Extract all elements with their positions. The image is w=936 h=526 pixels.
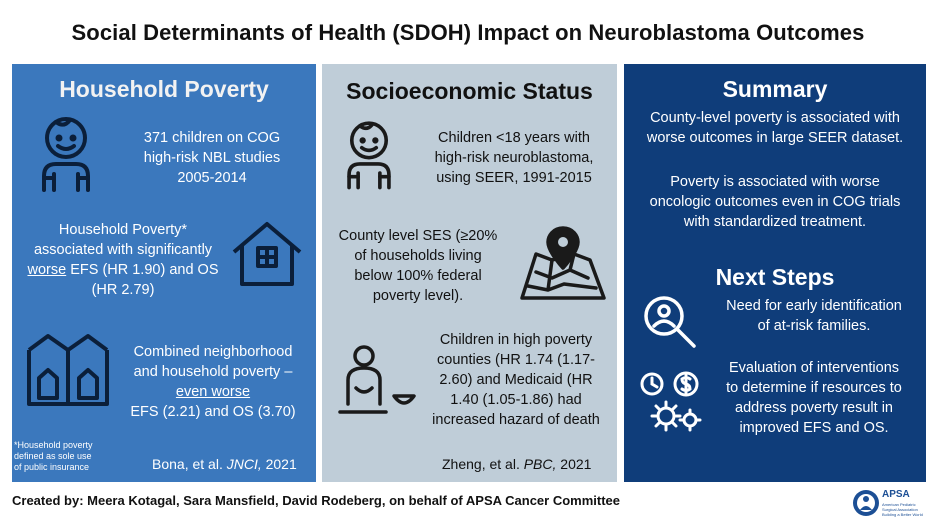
- summary-line: County-level poverty is associated with: [650, 110, 900, 126]
- ses-line: County level SES (≥20%: [338, 228, 498, 244]
- poverty-line: 2.60) and Medicaid (HR: [439, 372, 593, 388]
- next-step-2: Evaluation of interventions to determine…: [708, 358, 920, 438]
- citation-authors: Bona, et al.: [152, 456, 227, 472]
- household-poverty-panel: Household Poverty 371 children on COG hi…: [12, 64, 316, 482]
- logo-sub-line: Surgical Association: [882, 507, 918, 512]
- logo-tagline: Building a Better World: [882, 512, 923, 517]
- socioeconomic-status-panel: Socioeconomic Status Children <18 years …: [322, 64, 617, 482]
- child-icon: [340, 116, 398, 192]
- next-step-line: improved EFS and OS.: [739, 420, 889, 436]
- apsa-logo: APSA American Pediatric Surgical Associa…: [852, 486, 928, 522]
- footnote-line: *Household poverty: [14, 440, 93, 450]
- person-with-bowl-icon: [334, 344, 418, 416]
- next-step-line: address poverty result in: [735, 400, 893, 416]
- apsa-logo-icon: [852, 488, 880, 518]
- cohort-text: 371 children on COG high-risk NBL studie…: [114, 128, 310, 188]
- panel-heading: Socioeconomic Status: [346, 78, 593, 104]
- combined-line: EFS (2.21) and OS (3.70): [130, 404, 296, 420]
- citation-year: 2021: [556, 456, 592, 472]
- neighborhood-icon: [26, 332, 110, 408]
- panel-heading: Summary: [722, 76, 828, 102]
- poverty-line: counties (HR 1.74 (1.17-: [437, 352, 595, 368]
- combined-line: and household poverty –: [133, 364, 293, 380]
- finding-line: worse EFS (HR 1.90) and OS: [16, 260, 230, 280]
- seer-line: Children <18 years with: [438, 130, 590, 146]
- clock-dollar-gear-icon: [638, 370, 702, 436]
- footnote: *Household poverty defined as sole use o…: [14, 440, 124, 473]
- ses-line: poverty level).: [372, 288, 464, 304]
- citation-journal: JNCI,: [226, 456, 262, 472]
- finding-line: associated with significantly: [33, 242, 213, 258]
- summary-point-1: County-level poverty is associated with …: [628, 108, 922, 148]
- apsa-logo-name: APSA: [882, 489, 910, 500]
- summary-line: oncologic outcomes even in COG trials: [649, 194, 901, 210]
- citation: Bona, et al. JNCI, 2021: [152, 456, 297, 472]
- poverty-findings-text: Children in high poverty counties (HR 1.…: [418, 330, 614, 430]
- ses-line: below 100% federal: [354, 268, 482, 284]
- next-step-line: of at-risk families.: [757, 318, 871, 334]
- map-pin-icon: [518, 224, 608, 304]
- citation-journal: PBC,: [523, 456, 557, 472]
- seer-line: high-risk neuroblastoma,: [434, 150, 594, 166]
- cohort-line: 371 children on COG: [143, 130, 281, 146]
- ses-line: of households living: [354, 248, 482, 264]
- citation-authors: Zheng, et al.: [442, 456, 524, 472]
- combined-finding-text: Combined neighborhood and household pove…: [114, 342, 312, 422]
- citation: Zheng, et al. PBC, 2021: [442, 456, 591, 472]
- summary-line: with standardized treatment.: [683, 214, 867, 230]
- credits: Created by: Meera Kotagal, Sara Mansfiel…: [12, 493, 621, 508]
- apsa-logo-subtitle: American Pediatric Surgical Association …: [882, 502, 926, 517]
- next-step-line: Evaluation of interventions: [728, 360, 900, 376]
- finding-line: Household Poverty*: [58, 222, 188, 238]
- even-worse-emphasis: even worse: [175, 384, 251, 400]
- next-step-line: to determine if resources to: [726, 380, 902, 396]
- house-icon: [230, 218, 304, 288]
- next-step-1: Need for early identification of at-risk…: [708, 296, 920, 336]
- poverty-line: 1.40 (1.05-1.86) had: [450, 392, 582, 408]
- summary-panel: Summary County-level poverty is associat…: [624, 64, 926, 482]
- citation-year: 2021: [261, 456, 297, 472]
- summary-line: worse outcomes in large SEER dataset.: [646, 130, 904, 146]
- summary-line: Poverty is associated with worse: [670, 174, 880, 190]
- panel-heading: Household Poverty: [59, 76, 269, 102]
- next-step-line: Need for early identification: [726, 298, 902, 314]
- ses-definition-text: County level SES (≥20% of households liv…: [330, 226, 506, 306]
- footnote-line: of public insurance: [14, 462, 90, 472]
- magnifier-person-icon: [640, 292, 700, 350]
- logo-sub-line: American Pediatric: [882, 502, 916, 507]
- poverty-line: increased hazard of death: [432, 412, 600, 428]
- next-steps-heading: Next Steps: [715, 264, 835, 290]
- seer-line: using SEER, 1991-2015: [436, 170, 592, 186]
- seer-cohort-text: Children <18 years with high-risk neurob…: [418, 128, 610, 188]
- cohort-line: high-risk NBL studies: [143, 150, 281, 166]
- household-finding-text: Household Poverty* associated with signi…: [16, 220, 230, 300]
- worse-emphasis: worse: [27, 262, 67, 278]
- footnote-line: defined as sole use: [14, 451, 92, 461]
- page-title: Social Determinants of Health (SDOH) Imp…: [71, 20, 865, 45]
- finding-line: (HR 2.79): [91, 282, 155, 298]
- summary-point-2: Poverty is associated with worse oncolog…: [628, 172, 922, 232]
- child-icon: [34, 114, 98, 192]
- poverty-line: Children in high poverty: [439, 332, 593, 348]
- cohort-line: 2005-2014: [177, 170, 247, 186]
- finding-line-rest: EFS (HR 1.90) and OS: [66, 262, 219, 278]
- combined-line: Combined neighborhood: [133, 344, 293, 360]
